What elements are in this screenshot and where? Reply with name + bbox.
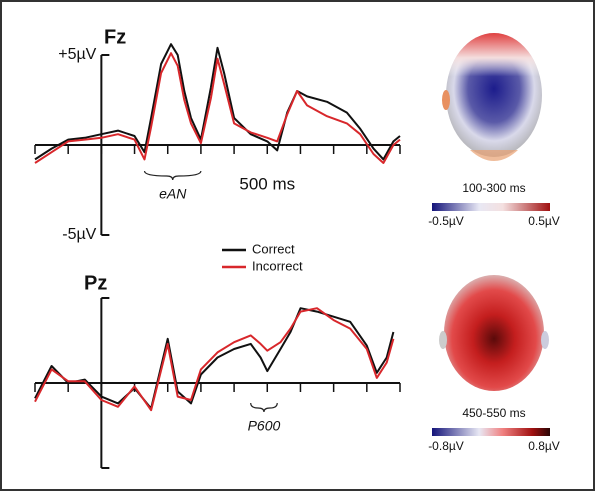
- topomap-2: [439, 275, 549, 391]
- topomap-title: 100-300 ms: [462, 181, 525, 195]
- y-tick-label: -5µV: [62, 226, 96, 243]
- erp-line: [34, 307, 395, 410]
- colorbar-min: -0.8µV: [428, 439, 464, 453]
- bracket: [250, 402, 278, 413]
- colorbar-max: 0.5µV: [528, 214, 560, 228]
- topomap-1: [442, 33, 542, 161]
- colorbar-min: -0.5µV: [428, 214, 464, 228]
- annotation: eAN: [159, 186, 187, 202]
- y-tick-label: +5µV: [58, 46, 96, 63]
- x-tick-label: 500 ms: [239, 174, 295, 193]
- erp-line: [34, 307, 395, 412]
- erp-line: [34, 43, 401, 161]
- colorbar: [432, 428, 550, 436]
- erp-line: [34, 52, 401, 164]
- chart-title: Pz: [84, 272, 107, 294]
- chart-title: Fz: [104, 26, 126, 48]
- annotation: P600: [248, 418, 281, 434]
- bracket: [143, 170, 202, 181]
- legend-label: Incorrect: [252, 258, 303, 273]
- legend-label: Correct: [252, 241, 295, 256]
- colorbar: [432, 203, 550, 211]
- colorbar-max: 0.8µV: [528, 439, 560, 453]
- topomap-title: 450-550 ms: [462, 406, 525, 420]
